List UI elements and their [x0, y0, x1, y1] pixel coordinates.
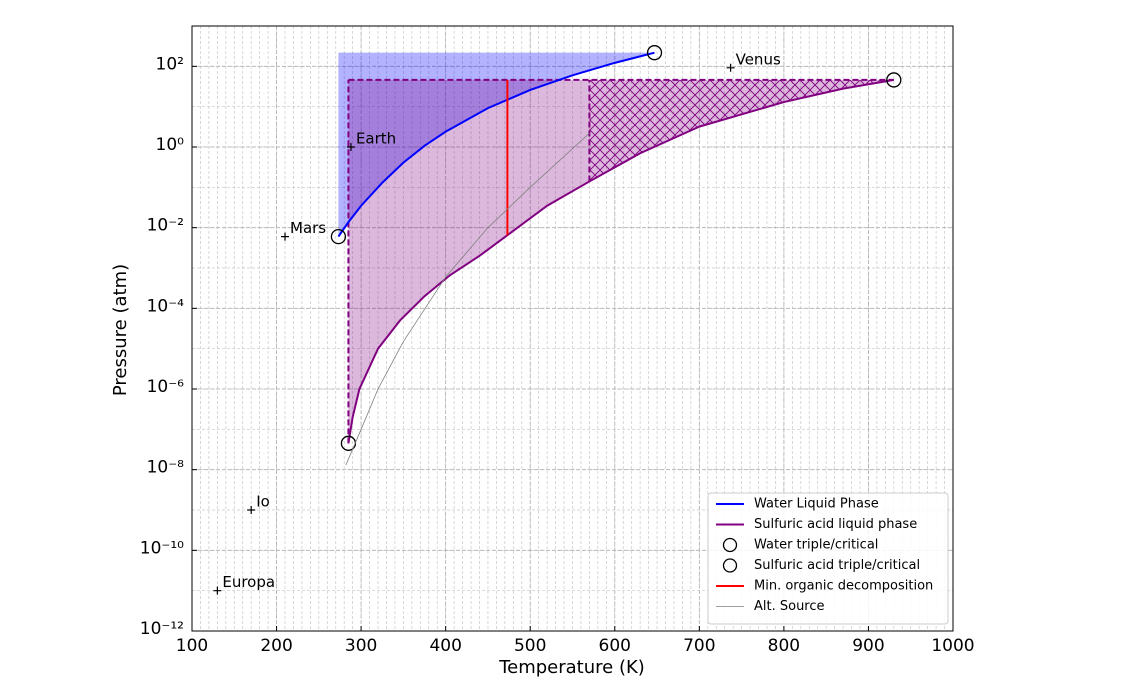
legend: Water Liquid Phase Sulfuric acid liquid p… — [707, 492, 949, 625]
legend-label: Alt. Source — [754, 599, 825, 614]
x-tick-label: 700 — [683, 636, 715, 656]
y-tick-label: 10⁻⁶ — [147, 377, 185, 397]
planet-marker — [281, 232, 290, 241]
series-line — [347, 78, 894, 444]
y-tick-label: 10⁻⁸ — [147, 458, 185, 478]
x-tick-label: 900 — [852, 636, 884, 656]
y-axis-label: Pressure (atm) — [110, 264, 131, 396]
legend-label: Min. organic decomposition — [754, 579, 933, 594]
planet-marker — [247, 506, 256, 514]
legend-label: Water Liquid Phase — [754, 497, 879, 512]
planet-label: Io — [256, 493, 270, 511]
legend-label: Sulfuric acid triple/critical — [754, 558, 920, 573]
x-tick-label: 300 — [345, 636, 377, 656]
phase-point — [886, 72, 902, 88]
series-line — [345, 132, 590, 466]
y-tick-label: 10⁻¹⁰ — [140, 538, 184, 558]
x-axis-label: Temperature (K) — [498, 657, 645, 678]
x-tick-label: 100 — [176, 636, 208, 656]
legend-label: Sulfuric acid liquid phase — [754, 517, 917, 532]
planet-marker — [213, 586, 222, 595]
series-line — [337, 51, 655, 238]
x-tick-label: 400 — [429, 636, 461, 656]
y-tick-label: 10⁻² — [147, 216, 184, 236]
legend-label: Water triple/critical — [754, 538, 878, 553]
liquid-region — [338, 52, 655, 237]
plot-area — [213, 45, 902, 595]
y-tick-label: 10² — [156, 54, 184, 74]
x-tick-label: 500 — [514, 636, 546, 656]
y-tick-label: 10⁻¹² — [140, 619, 184, 639]
planet-marker — [726, 63, 735, 72]
x-tick-label: 600 — [599, 636, 631, 656]
planet-marker — [346, 143, 355, 151]
planet-label: Mars — [290, 219, 326, 237]
phase-point — [646, 45, 663, 61]
planet-label: Venus — [736, 50, 781, 68]
y-tick-label: 10⁻⁴ — [147, 296, 185, 316]
x-tick-label: 1000 — [931, 636, 974, 656]
liquid-region — [348, 79, 894, 444]
phase-point — [330, 228, 347, 245]
hatched-region — [589, 79, 894, 182]
legend-marker — [722, 537, 738, 553]
x-tick-label: 200 — [260, 636, 292, 656]
axes-frame — [191, 25, 954, 632]
legend-marker — [722, 558, 738, 573]
planet-label: Earth — [356, 130, 396, 148]
axes: 100 200 300 400 500 600 700 800 900 1000 10⁻¹² 10⁻¹… — [140, 25, 975, 656]
legend-box — [707, 492, 949, 625]
y-tick-label: 10⁰ — [156, 135, 185, 155]
x-tick-label: 800 — [768, 636, 800, 656]
planet-label: Europa — [222, 573, 275, 591]
